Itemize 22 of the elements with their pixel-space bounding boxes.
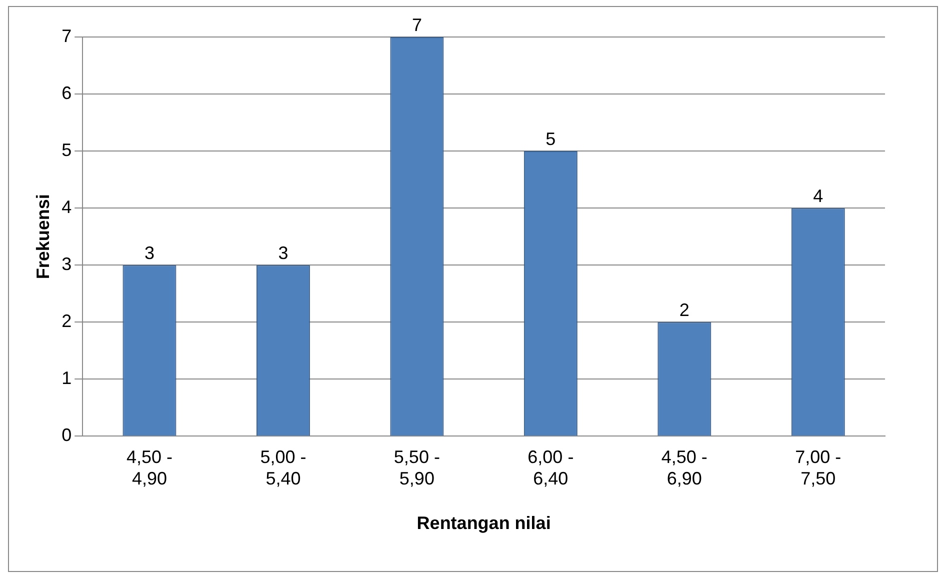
y-tick-label: 0 [62, 425, 72, 446]
data-label: 3 [144, 243, 154, 264]
data-label: 2 [679, 300, 690, 320]
y-tick-label: 6 [62, 82, 72, 103]
x-tick-label: 5,00 - 5,40 [260, 446, 306, 489]
y-axis-title: Frekuensi [32, 194, 53, 280]
x-axis-title: Rentangan nilai [416, 513, 551, 534]
data-label: 4 [813, 186, 824, 206]
y-tick-label: 3 [62, 254, 72, 274]
y-tick-label: 5 [62, 140, 72, 160]
y-tick-label: 7 [62, 26, 72, 46]
x-tick-label: 7,00 - 7,50 [795, 446, 842, 489]
x-tick-label: 4,50 - 4,90 [126, 446, 172, 489]
data-label: 3 [278, 243, 288, 264]
y-tick-label: 2 [62, 311, 72, 332]
x-tick-label: 5,50 - 5,90 [394, 446, 440, 489]
y-tick-label: 4 [62, 197, 72, 218]
y-tick-label: 1 [62, 368, 72, 388]
x-tick-label: 6,00 - 6,40 [528, 446, 574, 489]
data-label: 7 [412, 14, 422, 35]
x-tick-label: 4,50 - 6,90 [661, 446, 708, 489]
data-label: 5 [546, 129, 556, 150]
